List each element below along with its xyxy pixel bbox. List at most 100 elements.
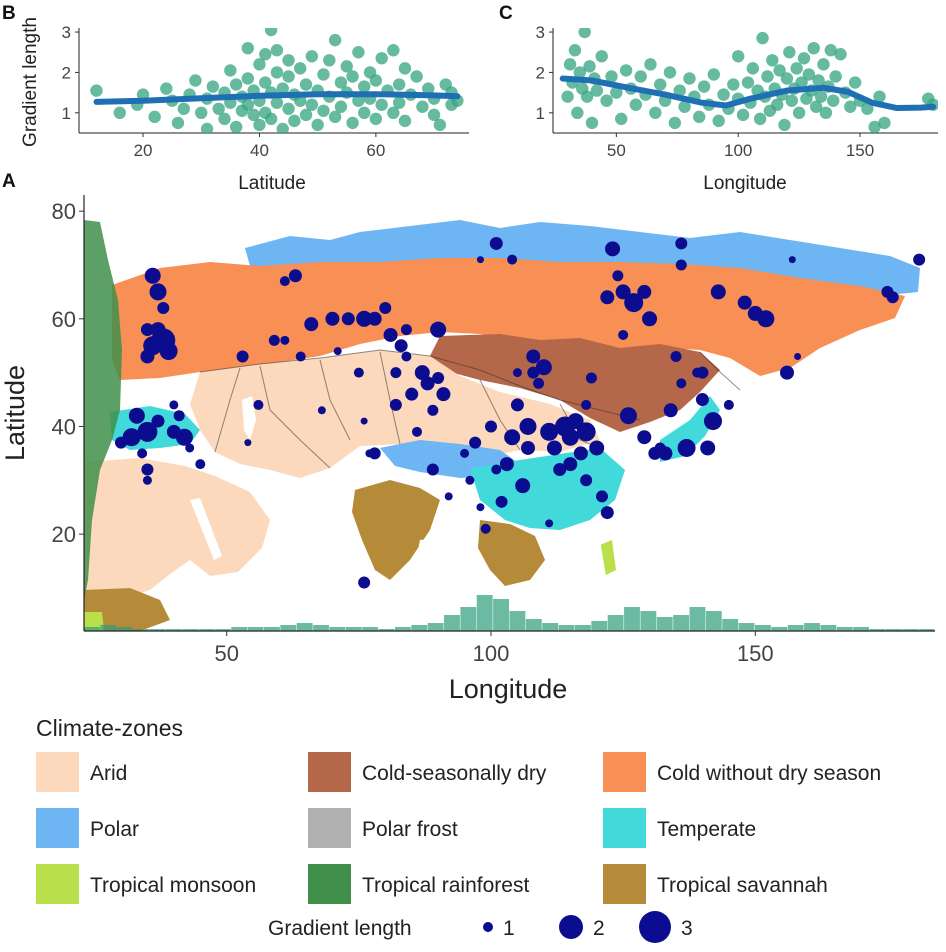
scatter-point: [160, 82, 173, 95]
site-point: [670, 350, 682, 362]
site-point: [696, 366, 709, 379]
histogram-bar: [804, 623, 820, 631]
site-point: [637, 430, 652, 445]
histogram-bar: [214, 629, 231, 631]
histogram-bar: [476, 595, 493, 631]
scatter-point: [369, 74, 383, 87]
scatter-point: [218, 112, 231, 126]
legend-label: Cold-seasonally dry: [362, 762, 547, 785]
scatter-point: [305, 98, 319, 111]
scatter-point: [276, 82, 289, 95]
site-point: [675, 259, 687, 271]
scatter-point: [878, 116, 891, 130]
size-legend: 1 2 3: [483, 911, 693, 943]
site-point: [600, 290, 615, 305]
scatter-point: [731, 50, 745, 63]
site-point: [507, 254, 518, 265]
site-point: [535, 359, 552, 376]
site-point: [159, 342, 178, 361]
histogram-bar: [853, 627, 870, 631]
site-point: [358, 576, 371, 589]
y-tick-label: 1: [536, 104, 545, 123]
scatter-point: [259, 48, 272, 61]
scatter-point: [195, 106, 208, 120]
scatter-point: [753, 112, 767, 126]
scatter-point: [352, 94, 365, 107]
legend-label: Tropical monsoon: [90, 874, 256, 897]
scatter-point: [253, 118, 266, 132]
y-tick-label: 20: [52, 522, 76, 547]
site-point: [495, 495, 508, 508]
scatter-point: [398, 114, 412, 128]
panel-c-xlabel: Longitude: [703, 173, 786, 194]
scatter-point: [585, 116, 599, 130]
site-point: [401, 351, 412, 362]
scatter-point: [264, 112, 278, 126]
scatter-point: [282, 54, 295, 67]
scatter-point: [824, 44, 837, 57]
scatter-point: [673, 84, 686, 97]
scatter-point: [629, 98, 643, 111]
scatter-point: [317, 104, 330, 117]
scatter-point: [171, 116, 185, 130]
scatter-point: [212, 102, 225, 115]
panel-a-xlabel: Longitude: [449, 674, 568, 704]
scatter-point: [317, 68, 330, 81]
scatter-point: [844, 100, 857, 113]
panel-a: A: [0, 171, 935, 704]
scatter-point: [352, 46, 365, 59]
site-point: [581, 399, 592, 410]
size-legend-title: Gradient length: [268, 917, 412, 940]
site-point: [295, 351, 306, 362]
scatter-point: [561, 90, 574, 103]
site-point: [576, 422, 596, 442]
histogram-bar: [705, 611, 722, 631]
histogram-bar: [738, 623, 755, 631]
site-point: [485, 420, 497, 433]
site-point: [615, 284, 631, 300]
histogram-bar: [313, 625, 329, 631]
site-point: [432, 372, 445, 385]
site-point: [400, 324, 412, 336]
histogram-bar: [574, 625, 591, 631]
scatter-point: [392, 78, 406, 91]
legend-swatch: [36, 752, 79, 792]
scatter-point: [427, 108, 441, 122]
scatter-point: [819, 106, 833, 120]
histogram-bar: [902, 629, 919, 631]
histogram-bar: [787, 625, 804, 631]
panel-b-xlabel: Latitude: [238, 173, 306, 194]
site-point: [788, 256, 796, 264]
site-point: [236, 350, 249, 363]
legend-swatch: [308, 808, 351, 848]
zone-rainforest-west: [84, 220, 122, 600]
panel-c-letter: C: [499, 3, 513, 24]
x-tick-label: 20: [134, 141, 153, 160]
scatter-point: [770, 98, 784, 111]
scatter-point: [707, 68, 721, 81]
size-legend-circle: [639, 911, 671, 943]
scatter-point: [807, 41, 820, 55]
scatter-point: [410, 70, 423, 83]
panel-c-x-ticks: 50 100 150: [607, 133, 874, 160]
scatter-point: [387, 44, 400, 57]
legend-swatch: [36, 864, 79, 904]
site-point: [675, 237, 688, 250]
site-point: [173, 410, 185, 422]
site-point: [420, 376, 435, 391]
site-point: [414, 365, 430, 381]
histogram-bar: [84, 627, 100, 631]
scatter-point: [270, 44, 284, 57]
scatter-point: [605, 70, 618, 83]
legend: Climate-zones Arid Cold-seasonally dry Col…: [36, 715, 881, 943]
scatter-point: [649, 106, 662, 120]
site-point: [195, 459, 206, 470]
scatter-point: [113, 106, 126, 120]
scatter-point: [827, 94, 840, 107]
site-point: [149, 283, 167, 301]
site-point: [157, 302, 170, 315]
scatter-point: [697, 80, 711, 93]
site-point: [476, 503, 485, 512]
y-tick-label: 1: [62, 104, 71, 123]
site-point: [704, 412, 722, 431]
